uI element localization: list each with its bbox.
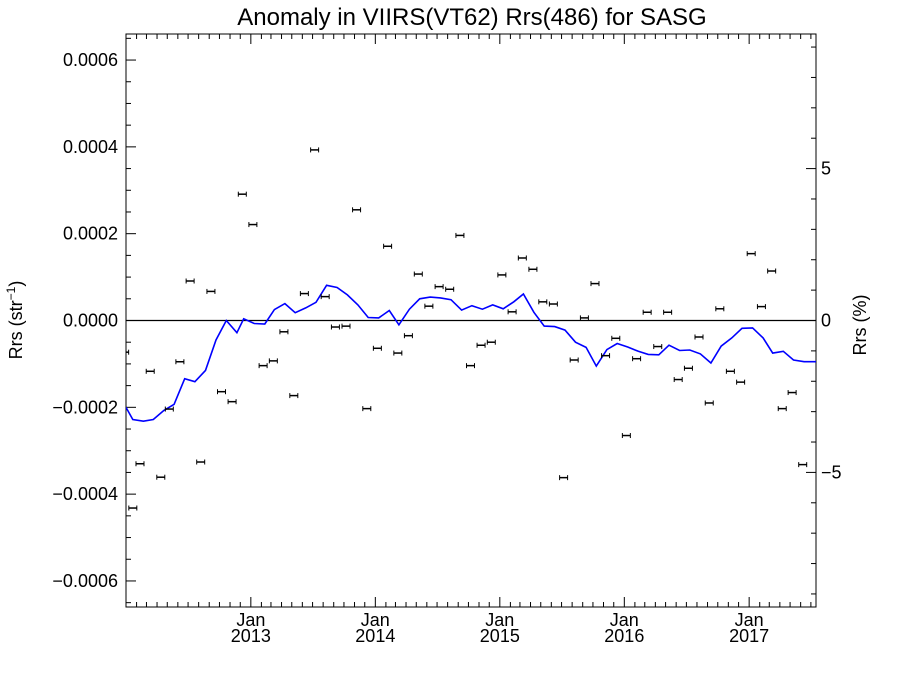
anomaly-point — [653, 344, 663, 350]
anomaly-point — [694, 334, 704, 340]
trend-line-series — [126, 284, 816, 423]
y-tick-label: −0.0006 — [52, 571, 118, 591]
anomaly-point — [507, 309, 517, 315]
anomaly-point — [299, 291, 309, 297]
anomaly-points-series — [126, 147, 808, 511]
anomaly-point — [517, 255, 527, 261]
anomaly-point — [237, 191, 247, 197]
x-tick-label-month: Jan — [735, 610, 764, 630]
anomaly-point — [352, 207, 362, 213]
anomaly-point — [486, 339, 496, 345]
anomaly-point — [455, 232, 465, 238]
anomaly-point — [683, 365, 693, 371]
y-tick-label: 0.0002 — [63, 224, 118, 244]
anomaly-point — [559, 475, 569, 481]
y-axis-label: Rrs (str−1) — [4, 281, 26, 360]
anomaly-point — [621, 433, 631, 439]
y-tick-label: 0.0004 — [63, 137, 118, 157]
y-tick-label: 0.0000 — [63, 311, 118, 331]
anomaly-point — [673, 377, 683, 383]
x-tick-label-year: 2017 — [729, 626, 769, 646]
anomaly-point — [632, 356, 642, 362]
anomaly-point — [715, 306, 725, 312]
trend-line — [126, 284, 816, 423]
anomaly-point — [725, 368, 735, 374]
anomaly-point — [548, 301, 558, 307]
anomaly-point — [704, 400, 714, 406]
anomaly-point — [372, 345, 382, 351]
anomaly-point — [611, 335, 621, 341]
anomaly-point — [497, 272, 507, 278]
anomaly-point — [777, 406, 787, 412]
anomaly-point — [217, 389, 227, 395]
anomaly-point — [579, 315, 589, 321]
anomaly-point — [206, 288, 216, 294]
anomaly-point — [289, 393, 299, 399]
anomaly-point — [445, 286, 455, 292]
chart-title: Anomaly in VIIRS(VT62) Rrs(486) for SASG — [237, 4, 706, 31]
anomaly-point — [528, 266, 538, 272]
y2-axis: −5 0 5 — [806, 46, 842, 595]
anomaly-point — [642, 309, 652, 315]
anomaly-point — [185, 278, 195, 284]
anomaly-point — [601, 353, 611, 359]
anomaly-point — [403, 333, 413, 339]
anomaly-point — [569, 357, 579, 363]
y-tick-label: −0.0004 — [52, 484, 118, 504]
anomaly-point — [258, 363, 268, 369]
anomaly-point — [341, 323, 351, 329]
x-tick-label-year: 2014 — [355, 626, 395, 646]
x-tick-label-year: 2015 — [480, 626, 520, 646]
anomaly-point — [663, 309, 673, 315]
x-tick-label-month: Jan — [485, 610, 514, 630]
anomaly-point — [746, 251, 756, 257]
anomaly-point — [413, 271, 423, 277]
x-tick-label-year: 2016 — [604, 626, 644, 646]
y-axis: −0.0006 −0.0004 −0.0002 0.0000 0.0002 0.0004 0… — [52, 37, 136, 604]
x-tick-label-month: Jan — [361, 610, 390, 630]
x-tick-label-month: Jan — [610, 610, 639, 630]
anomaly-point — [736, 379, 746, 385]
y-tick-label: 0.0006 — [63, 50, 118, 70]
anomaly-point — [310, 147, 320, 153]
anomaly-point — [383, 243, 393, 249]
x-tick-label-year: 2013 — [231, 626, 271, 646]
y-tick-label: −0.0002 — [52, 397, 118, 417]
anomaly-point — [320, 294, 330, 300]
anomaly-point — [787, 390, 797, 396]
anomaly-point — [465, 363, 475, 369]
anomaly-point — [227, 399, 237, 405]
anomaly-point — [175, 359, 185, 365]
anomaly-point — [756, 304, 766, 310]
anomaly-point — [538, 299, 548, 305]
anomaly-point — [135, 461, 145, 467]
x-tick-label-month: Jan — [236, 610, 265, 630]
anomaly-point — [590, 281, 600, 287]
y2-tick-label: 0 — [821, 311, 831, 331]
anomaly-point — [767, 268, 777, 274]
anomaly-point — [424, 303, 434, 309]
anomaly-point — [393, 350, 403, 356]
anomaly-point — [196, 459, 206, 465]
y2-axis-label: Rrs (%) — [850, 295, 870, 356]
anomaly-point — [279, 329, 289, 335]
anomaly-point — [156, 474, 166, 480]
y2-tick-label: −5 — [821, 462, 842, 482]
anomaly-point — [126, 349, 130, 355]
anomaly-point — [268, 358, 278, 364]
anomaly-point — [434, 284, 444, 290]
anomaly-point — [798, 462, 808, 468]
anomaly-point — [476, 342, 486, 348]
anomaly-point — [128, 505, 138, 511]
y2-tick-label: 5 — [821, 159, 831, 179]
anomaly-point — [145, 368, 155, 374]
anomaly-point — [164, 406, 174, 412]
anomaly-point — [362, 406, 372, 412]
anomaly-point — [330, 324, 340, 330]
anomaly-point — [248, 222, 258, 228]
